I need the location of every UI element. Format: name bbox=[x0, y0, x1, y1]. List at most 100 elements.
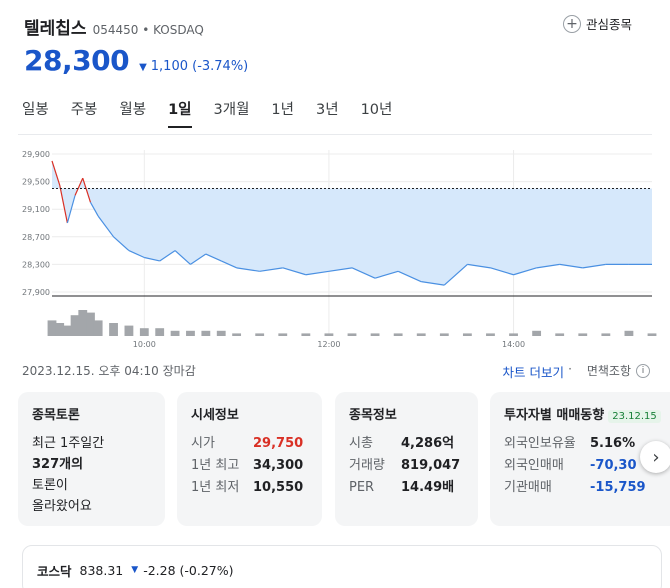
volume-bar bbox=[139, 328, 149, 336]
date-badge: 23.12.15 bbox=[608, 410, 661, 423]
volume-bar bbox=[216, 330, 226, 336]
volume-bar bbox=[78, 310, 88, 336]
volume-bar bbox=[624, 330, 634, 336]
price-line-segment bbox=[259, 267, 283, 272]
open-price: 29,750 bbox=[253, 436, 304, 451]
favorite-label: 관심종목 bbox=[585, 17, 632, 32]
price-line-segment bbox=[74, 177, 84, 196]
tab-1[interactable]: 주봉 bbox=[70, 102, 98, 118]
discussion-count: 327개의 bbox=[32, 457, 84, 472]
discussion-card[interactable]: 종목토론 최근 1주일간 327개의 토론이 올라왔어요 bbox=[18, 392, 165, 526]
disclaimer-link[interactable]: 면책조항 i bbox=[587, 362, 650, 379]
add-favorite-button[interactable]: + 관심종목 bbox=[562, 14, 632, 33]
period-tabs: 일봉 주봉 월봉 1일 3개월 1년 3년 10년 bbox=[22, 98, 414, 128]
info-row: 1년 최고 34,300 bbox=[191, 455, 308, 477]
discussion-line: 최근 1주일간 bbox=[32, 436, 105, 451]
down-arrow-icon: ▼ bbox=[131, 565, 139, 575]
current-price: 28,300 bbox=[24, 44, 130, 77]
tab-5[interactable]: 1년 bbox=[271, 102, 294, 118]
y-tick-label: 27,900 bbox=[22, 288, 50, 297]
volume-bar bbox=[324, 333, 334, 336]
price-line-segment bbox=[82, 177, 92, 203]
info-row: 외국인매매 -70,30 bbox=[504, 455, 670, 477]
volume-bar bbox=[439, 333, 449, 336]
volume-bar bbox=[70, 315, 80, 336]
volume-bar bbox=[47, 320, 57, 336]
stock-name[interactable]: 텔레칩스 bbox=[24, 19, 87, 39]
volume-bar bbox=[647, 333, 657, 336]
volume-bar bbox=[301, 333, 311, 336]
tab-4[interactable]: 3개월 bbox=[213, 102, 250, 118]
stock-code: 054450 • KOSDAQ bbox=[92, 23, 204, 37]
year-low: 10,550 bbox=[253, 480, 304, 495]
tab-7[interactable]: 10년 bbox=[360, 102, 393, 118]
tab-divider bbox=[18, 134, 652, 135]
price-line-segment bbox=[66, 195, 76, 224]
volume-bar bbox=[416, 333, 426, 336]
info-row: 시총 4,286억 bbox=[349, 433, 464, 455]
volume-bar bbox=[232, 333, 242, 336]
stock-info-card[interactable]: 종목정보 시총 4,286억 거래량 819,047 PER 14.49배 bbox=[335, 392, 478, 526]
volume-bar bbox=[86, 312, 95, 336]
index-name: 코스닥 bbox=[37, 563, 72, 579]
volume-bar bbox=[393, 333, 403, 336]
year-high: 34,300 bbox=[253, 458, 304, 473]
price-line-segment bbox=[159, 250, 176, 262]
tab-0[interactable]: 일봉 bbox=[22, 102, 49, 118]
tab-3[interactable]: 1일 bbox=[168, 98, 192, 128]
y-tick-label: 29,900 bbox=[22, 150, 50, 159]
price-line-segment bbox=[174, 250, 191, 265]
volume-bar bbox=[201, 330, 211, 336]
volume-bar bbox=[124, 325, 134, 336]
price-line-segment bbox=[443, 263, 468, 286]
price-chart[interactable]: 29,900 29,500 29,100 28,700 28,300 27,900 10:0… bbox=[0, 140, 670, 355]
price-line-segment bbox=[51, 160, 61, 186]
info-row: 1년 최저 10,550 bbox=[191, 477, 308, 499]
chart-more-link[interactable]: 차트 더보기 bbox=[502, 365, 564, 380]
market-info-card[interactable]: 시세정보 시가 29,750 1년 최고 34,300 1년 최저 10,550 bbox=[177, 392, 322, 526]
price-line-segment bbox=[397, 270, 422, 283]
tab-2[interactable]: 월봉 bbox=[119, 102, 147, 118]
chevron-right-icon[interactable]: › bbox=[640, 441, 670, 473]
index-change: -2.28 (-0.27%) bbox=[143, 562, 234, 578]
price-line-segment bbox=[282, 267, 307, 276]
y-tick-label: 29,100 bbox=[22, 205, 50, 214]
volume-bar bbox=[278, 333, 288, 336]
price-line-segment bbox=[559, 263, 583, 269]
info-row: 시가 29,750 bbox=[191, 433, 308, 455]
price-line-segment bbox=[351, 267, 376, 279]
per: 14.49배 bbox=[401, 480, 455, 495]
volume-bar bbox=[62, 325, 72, 336]
market-cap: 4,286억 bbox=[401, 436, 455, 451]
price-line-segment bbox=[236, 267, 260, 272]
price-change: ▼ 1,100 (-3.74%) bbox=[139, 59, 249, 74]
x-tick-label: 12:00 bbox=[317, 340, 340, 349]
price-line-segment bbox=[328, 267, 353, 272]
price-line-segment bbox=[144, 256, 160, 262]
price-line-segment bbox=[97, 215, 115, 238]
x-tick-label: 14:00 bbox=[502, 340, 525, 349]
price-line-segment bbox=[467, 263, 491, 269]
volume-bar bbox=[170, 330, 180, 336]
price-line-segment bbox=[305, 270, 330, 276]
volume-bar bbox=[55, 323, 65, 336]
y-tick-label: 29,500 bbox=[22, 178, 50, 187]
index-summary[interactable]: 코스닥 838.31 ▼ -2.28 (-0.27%) bbox=[22, 545, 662, 588]
tab-6[interactable]: 3년 bbox=[315, 102, 339, 118]
volume-bar bbox=[509, 333, 518, 336]
price-line-segment bbox=[536, 263, 560, 269]
volume-bar bbox=[93, 320, 103, 336]
plus-icon: + bbox=[562, 14, 581, 33]
info-icon: i bbox=[636, 363, 650, 378]
price-row: 28,300 ▼ 1,100 (-3.74%) bbox=[24, 44, 248, 77]
volume-bar bbox=[555, 333, 565, 336]
price-area bbox=[52, 160, 652, 286]
price-line-segment bbox=[128, 250, 145, 259]
volume-bar bbox=[155, 328, 165, 336]
index-value: 838.31 bbox=[79, 562, 124, 578]
volume-bar bbox=[370, 333, 380, 336]
price-line-segment bbox=[89, 202, 99, 217]
price-line-segment bbox=[374, 270, 399, 279]
volume: 819,047 bbox=[401, 458, 461, 473]
volume-bar bbox=[532, 330, 542, 336]
